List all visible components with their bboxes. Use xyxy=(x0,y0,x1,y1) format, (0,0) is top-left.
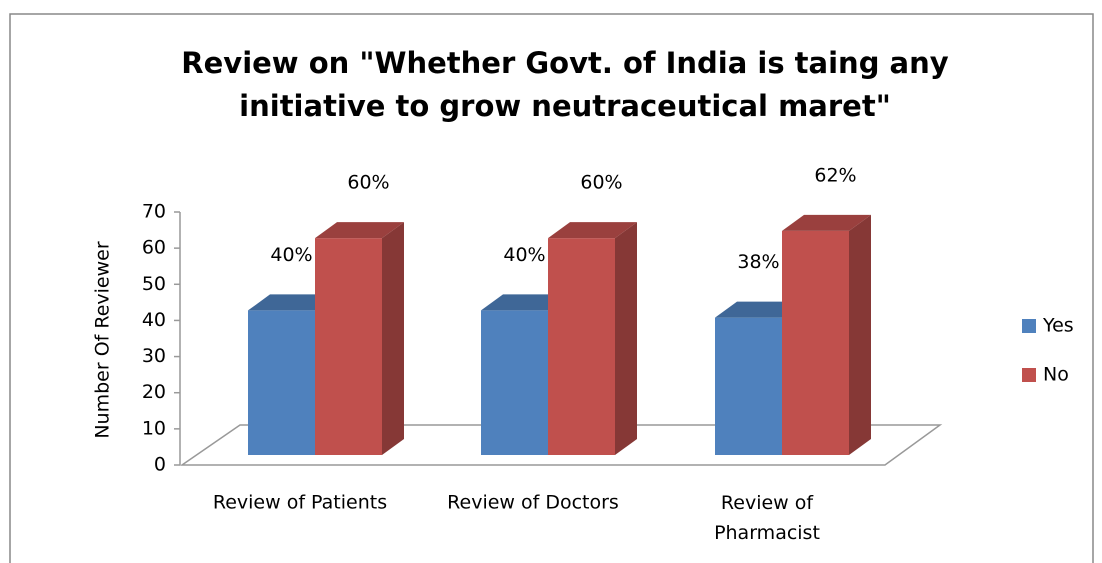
bar-side xyxy=(615,222,637,455)
data-label: 40% xyxy=(270,244,312,266)
bar-front xyxy=(548,238,615,455)
bar-top xyxy=(782,214,871,231)
legend-swatch xyxy=(1022,368,1036,382)
y-tick-label: 70 xyxy=(142,201,166,223)
x-tick-label: Review of Patients xyxy=(213,492,387,514)
y-tick-label: 10 xyxy=(142,417,166,439)
bar xyxy=(548,222,637,455)
data-label: 40% xyxy=(503,244,545,266)
bar-front xyxy=(715,317,782,455)
bar-top xyxy=(548,222,637,239)
bar-front xyxy=(782,230,849,455)
bar-front xyxy=(248,310,315,455)
y-tick-label: 0 xyxy=(154,454,166,476)
data-label: 60% xyxy=(580,172,622,194)
bar xyxy=(315,222,404,455)
bar xyxy=(782,214,871,455)
y-tick-label: 20 xyxy=(142,381,166,403)
chart-title-line: initiative to grow neutraceutical maret" xyxy=(239,89,891,123)
y-tick-label: 60 xyxy=(142,237,166,259)
chart-title-line: Review on "Whether Govt. of India is tai… xyxy=(181,46,948,80)
bar-top xyxy=(315,222,404,239)
y-axis-title: Number Of Reviewer xyxy=(92,241,114,439)
bar-side xyxy=(849,214,871,455)
legend-label: Yes xyxy=(1042,315,1074,337)
bar-top xyxy=(715,301,804,318)
bar-top xyxy=(481,294,570,311)
data-label: 62% xyxy=(814,164,856,186)
x-tick-label: Review of Pharmacist xyxy=(714,492,820,544)
bar-front xyxy=(481,310,548,455)
bar-side xyxy=(382,222,404,455)
legend-swatch xyxy=(1022,319,1036,333)
floor xyxy=(179,424,943,466)
x-tick-label: Review of Doctors xyxy=(447,492,619,514)
legend-label: No xyxy=(1043,364,1069,386)
data-label: 38% xyxy=(737,251,779,273)
y-tick-label: 50 xyxy=(142,273,166,295)
data-label: 60% xyxy=(347,172,389,194)
y-tick-label: 30 xyxy=(142,345,166,367)
y-tick-label: 40 xyxy=(142,309,166,331)
bar-front xyxy=(315,238,382,455)
bar-top xyxy=(248,294,337,311)
